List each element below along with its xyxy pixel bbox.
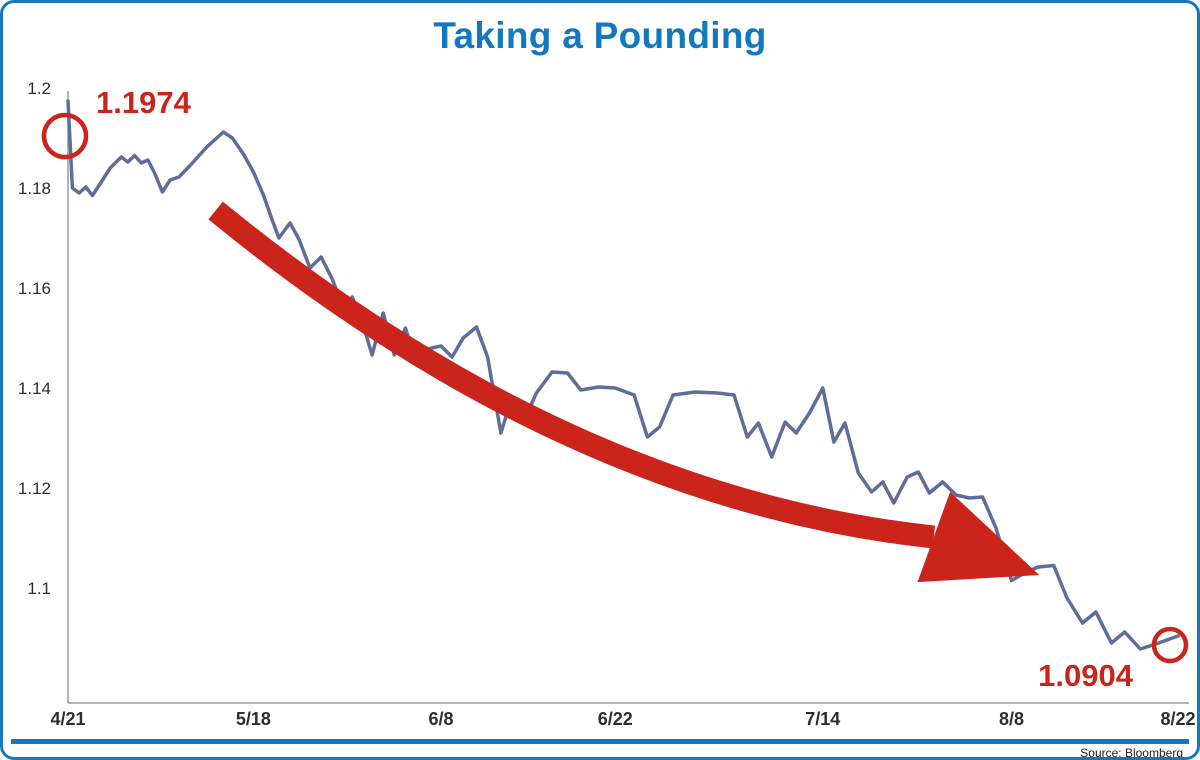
start-circle-annotation [41,112,89,160]
y-tick-label-1: 1.18 [18,179,51,198]
chart-canvas: 1.2 1.18 1.16 1.14 1.12 1.1 4/21 5/18 6/8 6/22 7/1… [18,79,1196,729]
end-value-label: 1.0904 [1038,658,1134,693]
y-tick-label-5: 1.1 [27,579,51,598]
y-tick-label-3: 1.14 [18,379,51,398]
x-tick-label-6: 8/22 [1160,709,1195,729]
x-tick-label-2: 6/8 [428,709,453,729]
chart-title: Taking a Pounding [433,15,767,56]
y-tick-label-4: 1.12 [18,479,51,498]
y-tick-label-2: 1.16 [18,279,51,298]
end-circle-annotation [1151,626,1189,664]
source-credit: Source: Bloomberg [1080,746,1183,760]
trend-arrow-shaft [208,201,936,549]
trend-arrow-head [917,491,1040,583]
x-tick-label-3: 6/22 [598,709,633,729]
x-tick-label-5: 8/8 [999,709,1024,729]
start-value-label: 1.1974 [96,85,192,120]
x-tick-label-1: 5/18 [236,709,271,729]
x-tick-label-4: 7/14 [805,709,840,729]
y-tick-label-0: 1.2 [27,79,51,98]
footer-divider [11,739,1189,744]
x-tick-label-0: 4/21 [50,709,85,729]
plot-layer: 1.2 1.18 1.16 1.14 1.12 1.1 4/21 5/18 6/8 6/22 7/1… [18,79,1196,729]
